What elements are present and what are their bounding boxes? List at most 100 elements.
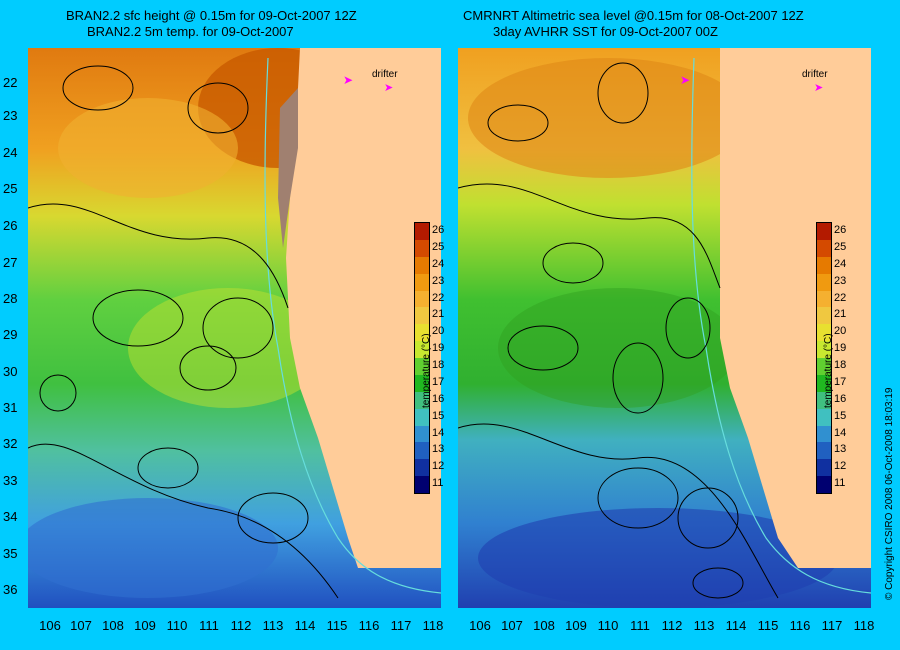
colorbar-swatch — [817, 459, 831, 477]
left-colorbar-tick: 18 — [432, 359, 445, 371]
left-map-panel: ➤ — [28, 48, 441, 608]
left-colorbar-tick: 13 — [432, 443, 445, 456]
left-colorbar-tick: 21 — [432, 308, 445, 321]
x-label-right-109: 109 — [565, 618, 587, 633]
right-colorbar-tick: 26 — [834, 224, 847, 236]
x-label-left-106: 106 — [39, 618, 61, 633]
x-label-right-111: 111 — [630, 618, 650, 633]
right-colorbar-tick: 14 — [834, 426, 847, 439]
left-drifter-legend-icon: ➤ — [384, 82, 394, 94]
colorbar-swatch — [817, 374, 831, 392]
colorbar-swatch — [817, 408, 831, 426]
colorbar-swatch — [415, 223, 429, 240]
right-colorbar-tick: 23 — [834, 274, 847, 287]
y-label-27: 27 — [3, 255, 18, 270]
y-label-26: 26 — [3, 218, 18, 233]
y-label-25: 25 — [3, 181, 18, 196]
left-colorbar-tick: 12 — [432, 460, 445, 473]
colorbar-swatch — [415, 374, 429, 392]
x-label-left-109: 109 — [134, 618, 156, 633]
colorbar-swatch — [817, 223, 831, 240]
x-label-right-117: 117 — [821, 618, 843, 633]
x-label-right-107: 107 — [501, 618, 523, 633]
x-label-right-118: 118 — [853, 618, 875, 633]
left-colorbar-tick: 20 — [432, 325, 445, 338]
y-label-29: 29 — [3, 327, 18, 342]
x-label-right-115: 115 — [757, 618, 779, 633]
x-label-left-115: 115 — [326, 618, 348, 633]
colorbar-swatch — [415, 239, 429, 257]
colorbar-swatch — [817, 442, 831, 460]
x-label-right-106: 106 — [469, 618, 491, 633]
right-colorbar-tick: 24 — [834, 257, 847, 270]
right-colorbar-tick: 19 — [834, 342, 847, 355]
x-label-left-111: 111 — [199, 618, 219, 633]
colorbar-swatch — [415, 290, 429, 308]
colorbar-swatch — [415, 425, 429, 443]
colorbar-swatch — [415, 442, 429, 460]
colorbar-swatch — [817, 341, 831, 358]
colorbar-swatch — [817, 239, 831, 257]
y-label-24: 24 — [3, 145, 18, 160]
right-colorbar-tick: 17 — [834, 375, 847, 388]
copyright-text: © Copyright CSIRO 2008 06-Oct-2008 18:03… — [884, 387, 895, 601]
y-label-30: 30 — [3, 364, 18, 379]
x-label-right-112: 112 — [661, 618, 683, 633]
colorbar-swatch — [817, 391, 831, 409]
left-colorbar-tick: 14 — [432, 426, 445, 439]
left-colorbar-tick: 22 — [432, 291, 445, 304]
x-label-left-113: 113 — [262, 618, 284, 633]
y-label-22: 22 — [3, 75, 18, 90]
right-drifter-legend-icon: ➤ — [814, 82, 824, 94]
colorbar-swatch — [817, 273, 831, 291]
x-label-left-116: 116 — [358, 618, 380, 633]
colorbar-swatch — [415, 256, 429, 274]
x-label-right-110: 110 — [597, 618, 619, 633]
y-label-33: 33 — [3, 473, 18, 488]
x-label-left-110: 110 — [166, 618, 188, 633]
y-label-34: 34 — [3, 509, 18, 524]
right-title-line1: CMRNRT Altimetric sea level @0.15m for 0… — [463, 8, 804, 23]
right-colorbar-tick: 20 — [834, 325, 847, 338]
right-colorbar-unit: temperature (°C) — [823, 333, 834, 408]
left-title-line1: BRAN2.2 sfc height @ 0.15m for 09-Oct-20… — [66, 8, 357, 23]
right-title-line2: 3day AVHRR SST for 09-Oct-2007 00Z — [493, 24, 718, 39]
x-label-left-114: 114 — [294, 618, 316, 633]
right-colorbar-tick: 16 — [834, 392, 847, 405]
left-contours — [28, 65, 339, 599]
y-label-23: 23 — [3, 108, 18, 123]
right-colorbar-tick: 15 — [834, 409, 847, 422]
colorbar-swatch — [415, 307, 429, 325]
colorbar-swatch — [415, 341, 429, 358]
left-colorbar-tick: 19 — [432, 342, 445, 355]
x-label-right-113: 113 — [693, 618, 715, 633]
left-colorbar-tick: 17 — [432, 375, 445, 388]
y-label-32: 32 — [3, 436, 18, 451]
left-title-line2: BRAN2.2 5m temp. for 09-Oct-2007 — [87, 24, 294, 39]
right-colorbar-tick: 22 — [834, 291, 847, 304]
left-colorbar-tick: 23 — [432, 274, 445, 287]
right-colorbar-tick: 25 — [834, 240, 847, 253]
colorbar-swatch — [415, 459, 429, 477]
colorbar-swatch — [415, 391, 429, 409]
left-colorbar-tick: 16 — [432, 392, 445, 405]
right-contours — [458, 62, 779, 599]
right-colorbar — [816, 222, 832, 494]
colorbar-swatch — [415, 358, 429, 375]
colorbar-swatch — [415, 324, 429, 342]
x-label-left-108: 108 — [102, 618, 124, 633]
colorbar-swatch — [817, 425, 831, 443]
colorbar-swatch — [817, 358, 831, 375]
right-sst-map: ➤ — [458, 48, 871, 608]
right-map-panel: ➤ — [458, 48, 871, 608]
left-colorbar-tick: 15 — [432, 409, 445, 422]
y-label-36: 36 — [3, 582, 18, 597]
left-colorbar — [414, 222, 430, 494]
left-drifter-marker: ➤ — [343, 73, 353, 87]
colorbar-swatch — [415, 476, 429, 493]
x-label-right-114: 114 — [725, 618, 747, 633]
right-colorbar-tick: 18 — [834, 359, 847, 371]
y-label-31: 31 — [3, 400, 18, 415]
colorbar-swatch — [415, 408, 429, 426]
x-label-left-117: 117 — [390, 618, 412, 633]
